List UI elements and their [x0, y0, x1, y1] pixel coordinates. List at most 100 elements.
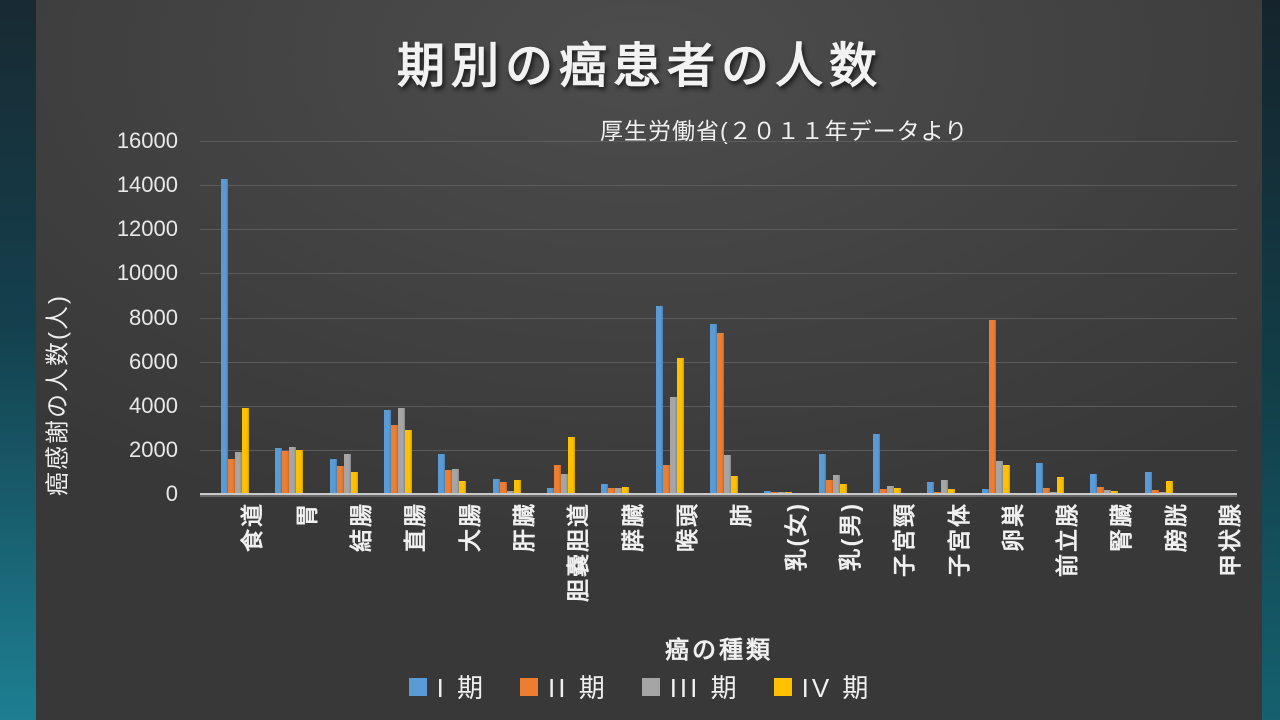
bar-腎臓-II 期: [1097, 487, 1105, 494]
bar-大腸-IV 期: [459, 480, 467, 494]
y-tick-label-12000: 12000: [116, 216, 178, 242]
bar-卵巣-I 期: [981, 488, 989, 494]
x-axis-title: 癌の種類: [665, 637, 773, 664]
bar-肺-IV 期: [731, 476, 738, 494]
bar-子宮頸-II 期: [879, 489, 887, 494]
bar-食道-I 期: [221, 178, 229, 494]
y-tick-label-16000: 16000: [116, 128, 178, 153]
chart-legend: I 期 II 期 III 期 IV 期: [0, 668, 1280, 705]
bar-胆嚢胆道-II 期: [554, 465, 562, 494]
bar-食道-II 期: [228, 458, 236, 494]
y-tick-label-4000: 4000: [129, 392, 178, 418]
bar-膵臓-III 期: [615, 488, 623, 494]
bar-大腸-II 期: [445, 469, 453, 494]
bar-子宮頸-III 期: [886, 486, 894, 494]
bar-直腸-II 期: [391, 424, 399, 494]
bar-前立腺-I 期: [1035, 463, 1043, 494]
plot-area: [200, 141, 1237, 494]
bar-乳(男)-I 期: [818, 454, 826, 494]
bar-子宮体-IV 期: [948, 488, 956, 494]
bar-肺-III 期: [724, 455, 731, 494]
bar-喉頭-II 期: [662, 465, 670, 494]
y-axis-title: 癌感謝の人数(人): [44, 294, 72, 496]
bar-胃-I 期: [275, 447, 283, 494]
slide-edge-right-decoration: [1262, 0, 1280, 720]
bar-膀胱-I 期: [1144, 471, 1152, 494]
bar-子宮頸-IV 期: [893, 488, 901, 494]
bar-直腸-I 期: [384, 410, 392, 494]
legend-item-I 期: I 期: [408, 668, 487, 705]
category-label-甲状腺: 甲状腺: [1217, 502, 1244, 577]
chart-title: 期別の癌患者の人数: [396, 40, 883, 93]
bar-乳(男)-II 期: [825, 479, 833, 494]
bar-胆嚢胆道-IV 期: [568, 436, 576, 494]
bar-胃-III 期: [289, 446, 297, 494]
legend-label-III 期: III 期: [669, 673, 740, 703]
bar-大腸-III 期: [452, 468, 460, 494]
bar-肝臓-IV 期: [513, 479, 521, 494]
y-tick-label-0: 0: [165, 481, 178, 506]
bar-肝臓-II 期: [499, 481, 507, 494]
bar-直腸-IV 期: [405, 430, 413, 494]
bar-喉頭-I 期: [655, 306, 663, 494]
legend-swatch-II 期: [520, 677, 539, 696]
bar-肝臓-I 期: [492, 478, 500, 494]
bar-前立腺-III 期: [1049, 491, 1057, 494]
bar-卵巣-IV 期: [1002, 465, 1010, 494]
bar-膵臓-IV 期: [622, 486, 630, 494]
bar-喉頭-IV 期: [676, 358, 684, 494]
legend-label-IV 期: IV 期: [801, 673, 872, 703]
gridline-16000: [200, 141, 1237, 142]
gridline-8000: [200, 317, 1237, 319]
chart-annotation: 厚生労働省(２０１１年データより: [600, 118, 969, 144]
y-tick-label-2000: 2000: [129, 436, 178, 462]
bar-胃-II 期: [282, 450, 290, 494]
bar-腎臓-IV 期: [1111, 490, 1119, 494]
bar-膀胱-II 期: [1151, 490, 1159, 494]
gridline-10000: [200, 273, 1237, 275]
bar-結腸-III 期: [343, 454, 351, 494]
bar-腎臓-III 期: [1104, 489, 1112, 494]
bar-膀胱-IV 期: [1165, 480, 1173, 494]
bar-結腸-II 期: [336, 466, 344, 494]
legend-item-IV 期: IV 期: [773, 668, 872, 705]
bar-膵臓-II 期: [608, 488, 616, 494]
bar-腎臓-I 期: [1090, 474, 1098, 494]
slide-edge-left-decoration: [0, 0, 36, 720]
bar-乳(女)-IV 期: [785, 491, 793, 494]
y-tick-label-6000: 6000: [129, 348, 178, 374]
legend-label-II 期: II 期: [548, 673, 608, 703]
legend-item-II 期: II 期: [520, 668, 608, 705]
bar-喉頭-III 期: [669, 396, 677, 494]
bar-食道-III 期: [235, 452, 243, 494]
legend-label-I 期: I 期: [436, 673, 487, 703]
bar-胆嚢胆道-I 期: [547, 488, 555, 494]
x-axis-line: [200, 493, 1237, 495]
bar-卵巣-II 期: [988, 319, 996, 494]
bar-子宮体-III 期: [941, 479, 949, 494]
bar-肝臓-III 期: [506, 490, 514, 494]
legend-item-III 期: III 期: [641, 668, 740, 705]
bar-子宮体-II 期: [934, 491, 942, 494]
bar-肺-I 期: [710, 324, 717, 494]
bar-結腸-IV 期: [350, 471, 358, 494]
bar-肺-II 期: [717, 332, 724, 494]
bar-乳(男)-IV 期: [839, 484, 847, 494]
bar-前立腺-II 期: [1042, 488, 1050, 494]
y-tick-label-8000: 8000: [129, 304, 178, 330]
bar-乳(女)-I 期: [764, 490, 772, 494]
bar-結腸-I 期: [329, 458, 337, 494]
y-tick-label-10000: 10000: [116, 260, 178, 286]
legend-swatch-IV 期: [773, 677, 792, 696]
bar-胆嚢胆道-III 期: [561, 474, 569, 494]
bar-前立腺-IV 期: [1056, 477, 1064, 494]
legend-swatch-III 期: [641, 677, 660, 696]
bar-胃-IV 期: [296, 449, 304, 494]
bar-直腸-III 期: [398, 407, 406, 494]
y-tick-label-14000: 14000: [116, 172, 178, 198]
bar-膵臓-I 期: [601, 484, 609, 494]
legend-swatch-I 期: [408, 677, 427, 696]
gridline-14000: [200, 185, 1237, 187]
bar-子宮頸-I 期: [872, 434, 880, 494]
